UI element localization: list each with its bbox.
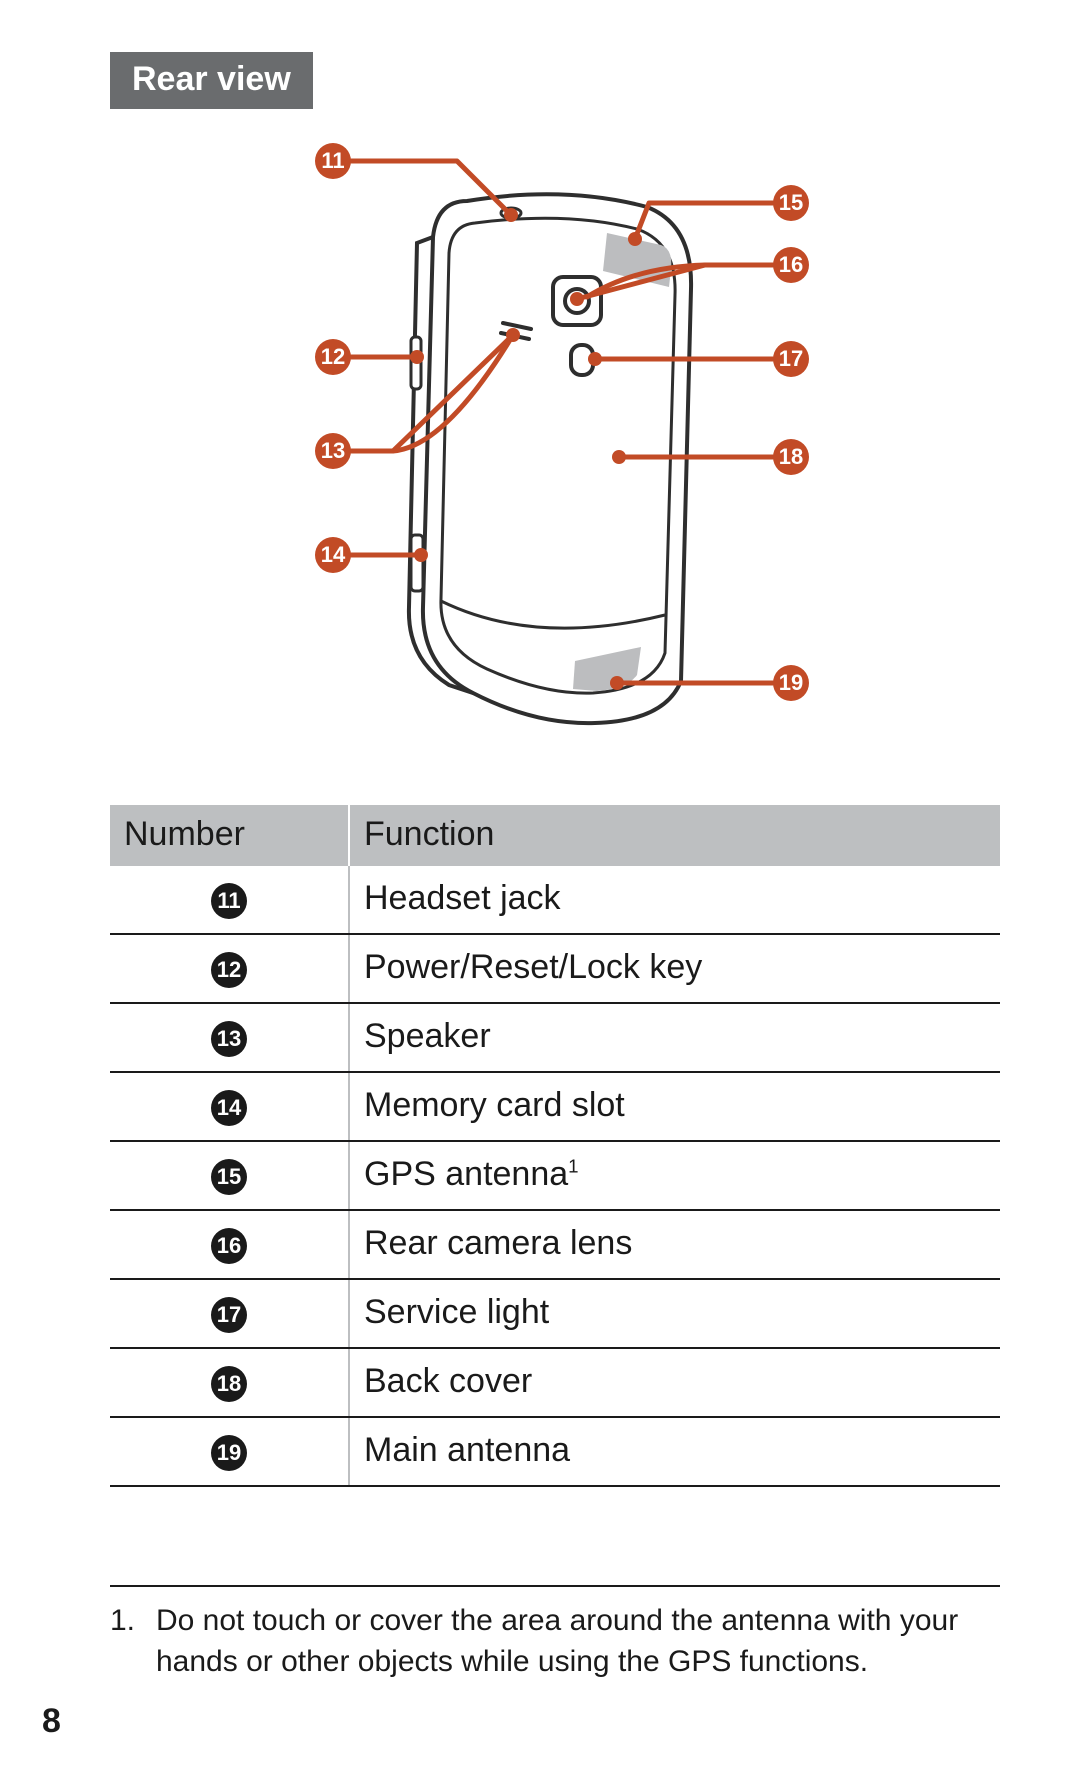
number-badge: 15 xyxy=(211,1159,247,1195)
col-header-function: Function xyxy=(349,805,1000,866)
page-number: 8 xyxy=(42,1702,61,1741)
manual-page: Rear view 111213141516171819 Number Func… xyxy=(0,0,1080,1771)
callout-badge: 11 xyxy=(315,143,351,179)
number-badge: 19 xyxy=(211,1435,247,1471)
table-row: 19 Main antenna xyxy=(110,1417,1000,1486)
row-function-cell: Memory card slot xyxy=(349,1072,1000,1141)
table-row: 17 Service light xyxy=(110,1279,1000,1348)
row-number-cell: 19 xyxy=(110,1417,349,1486)
row-function-cell: Headset jack xyxy=(349,866,1000,934)
callout-badge: 16 xyxy=(773,247,809,283)
parts-table: Number Function 11 Headset jack 12 Power/Re… xyxy=(110,805,1000,1487)
table-row: 16 Rear camera lens xyxy=(110,1210,1000,1279)
col-header-number: Number xyxy=(110,805,349,866)
footnote-rule xyxy=(110,1585,1000,1587)
table-row: 18 Back cover xyxy=(110,1348,1000,1417)
number-badge: 13 xyxy=(211,1021,247,1057)
row-number-cell: 18 xyxy=(110,1348,349,1417)
row-function-cell: Speaker xyxy=(349,1003,1000,1072)
row-number-cell: 16 xyxy=(110,1210,349,1279)
footnote-text: Do not touch or cover the area around th… xyxy=(156,1601,1000,1682)
row-number-cell: 17 xyxy=(110,1279,349,1348)
row-number-cell: 13 xyxy=(110,1003,349,1072)
callout-badge: 17 xyxy=(773,341,809,377)
table-row: 12 Power/Reset/Lock key xyxy=(110,934,1000,1003)
number-badge: 18 xyxy=(211,1366,247,1402)
number-badge: 12 xyxy=(211,952,247,988)
row-function-cell: Back cover xyxy=(349,1348,1000,1417)
row-function-cell: Service light xyxy=(349,1279,1000,1348)
footnote-ref: 1 xyxy=(568,1156,578,1177)
callout-badge: 13 xyxy=(315,433,351,469)
section-title: Rear view xyxy=(110,52,313,109)
row-function-cell: Main antenna xyxy=(349,1417,1000,1486)
row-function-cell: Rear camera lens xyxy=(349,1210,1000,1279)
number-badge: 11 xyxy=(211,883,247,919)
row-number-cell: 15 xyxy=(110,1141,349,1210)
row-number-cell: 14 xyxy=(110,1072,349,1141)
footnote-marker: 1. xyxy=(110,1601,156,1682)
callout-badge: 19 xyxy=(773,665,809,701)
table-row: 15 GPS antenna1 xyxy=(110,1141,1000,1210)
row-number-cell: 12 xyxy=(110,934,349,1003)
row-function-cell: GPS antenna1 xyxy=(349,1141,1000,1210)
rear-view-diagram: 11 12 13 14 15 16 17 18 19 xyxy=(235,137,875,777)
callout-badge: 15 xyxy=(773,185,809,221)
table-row: 13 Speaker xyxy=(110,1003,1000,1072)
number-badge: 14 xyxy=(211,1090,247,1126)
row-function-cell: Power/Reset/Lock key xyxy=(349,934,1000,1003)
callout-badge: 18 xyxy=(773,439,809,475)
footnote: 1. Do not touch or cover the area around… xyxy=(110,1601,1000,1682)
table-row: 11 Headset jack xyxy=(110,866,1000,934)
row-number-cell: 11 xyxy=(110,866,349,934)
table-row: 14 Memory card slot xyxy=(110,1072,1000,1141)
callout-badge: 12 xyxy=(315,339,351,375)
diagram-container: 11 12 13 14 15 16 17 18 19 xyxy=(110,137,1000,777)
callout-badge: 14 xyxy=(315,537,351,573)
number-badge: 16 xyxy=(211,1228,247,1264)
number-badge: 17 xyxy=(211,1297,247,1333)
